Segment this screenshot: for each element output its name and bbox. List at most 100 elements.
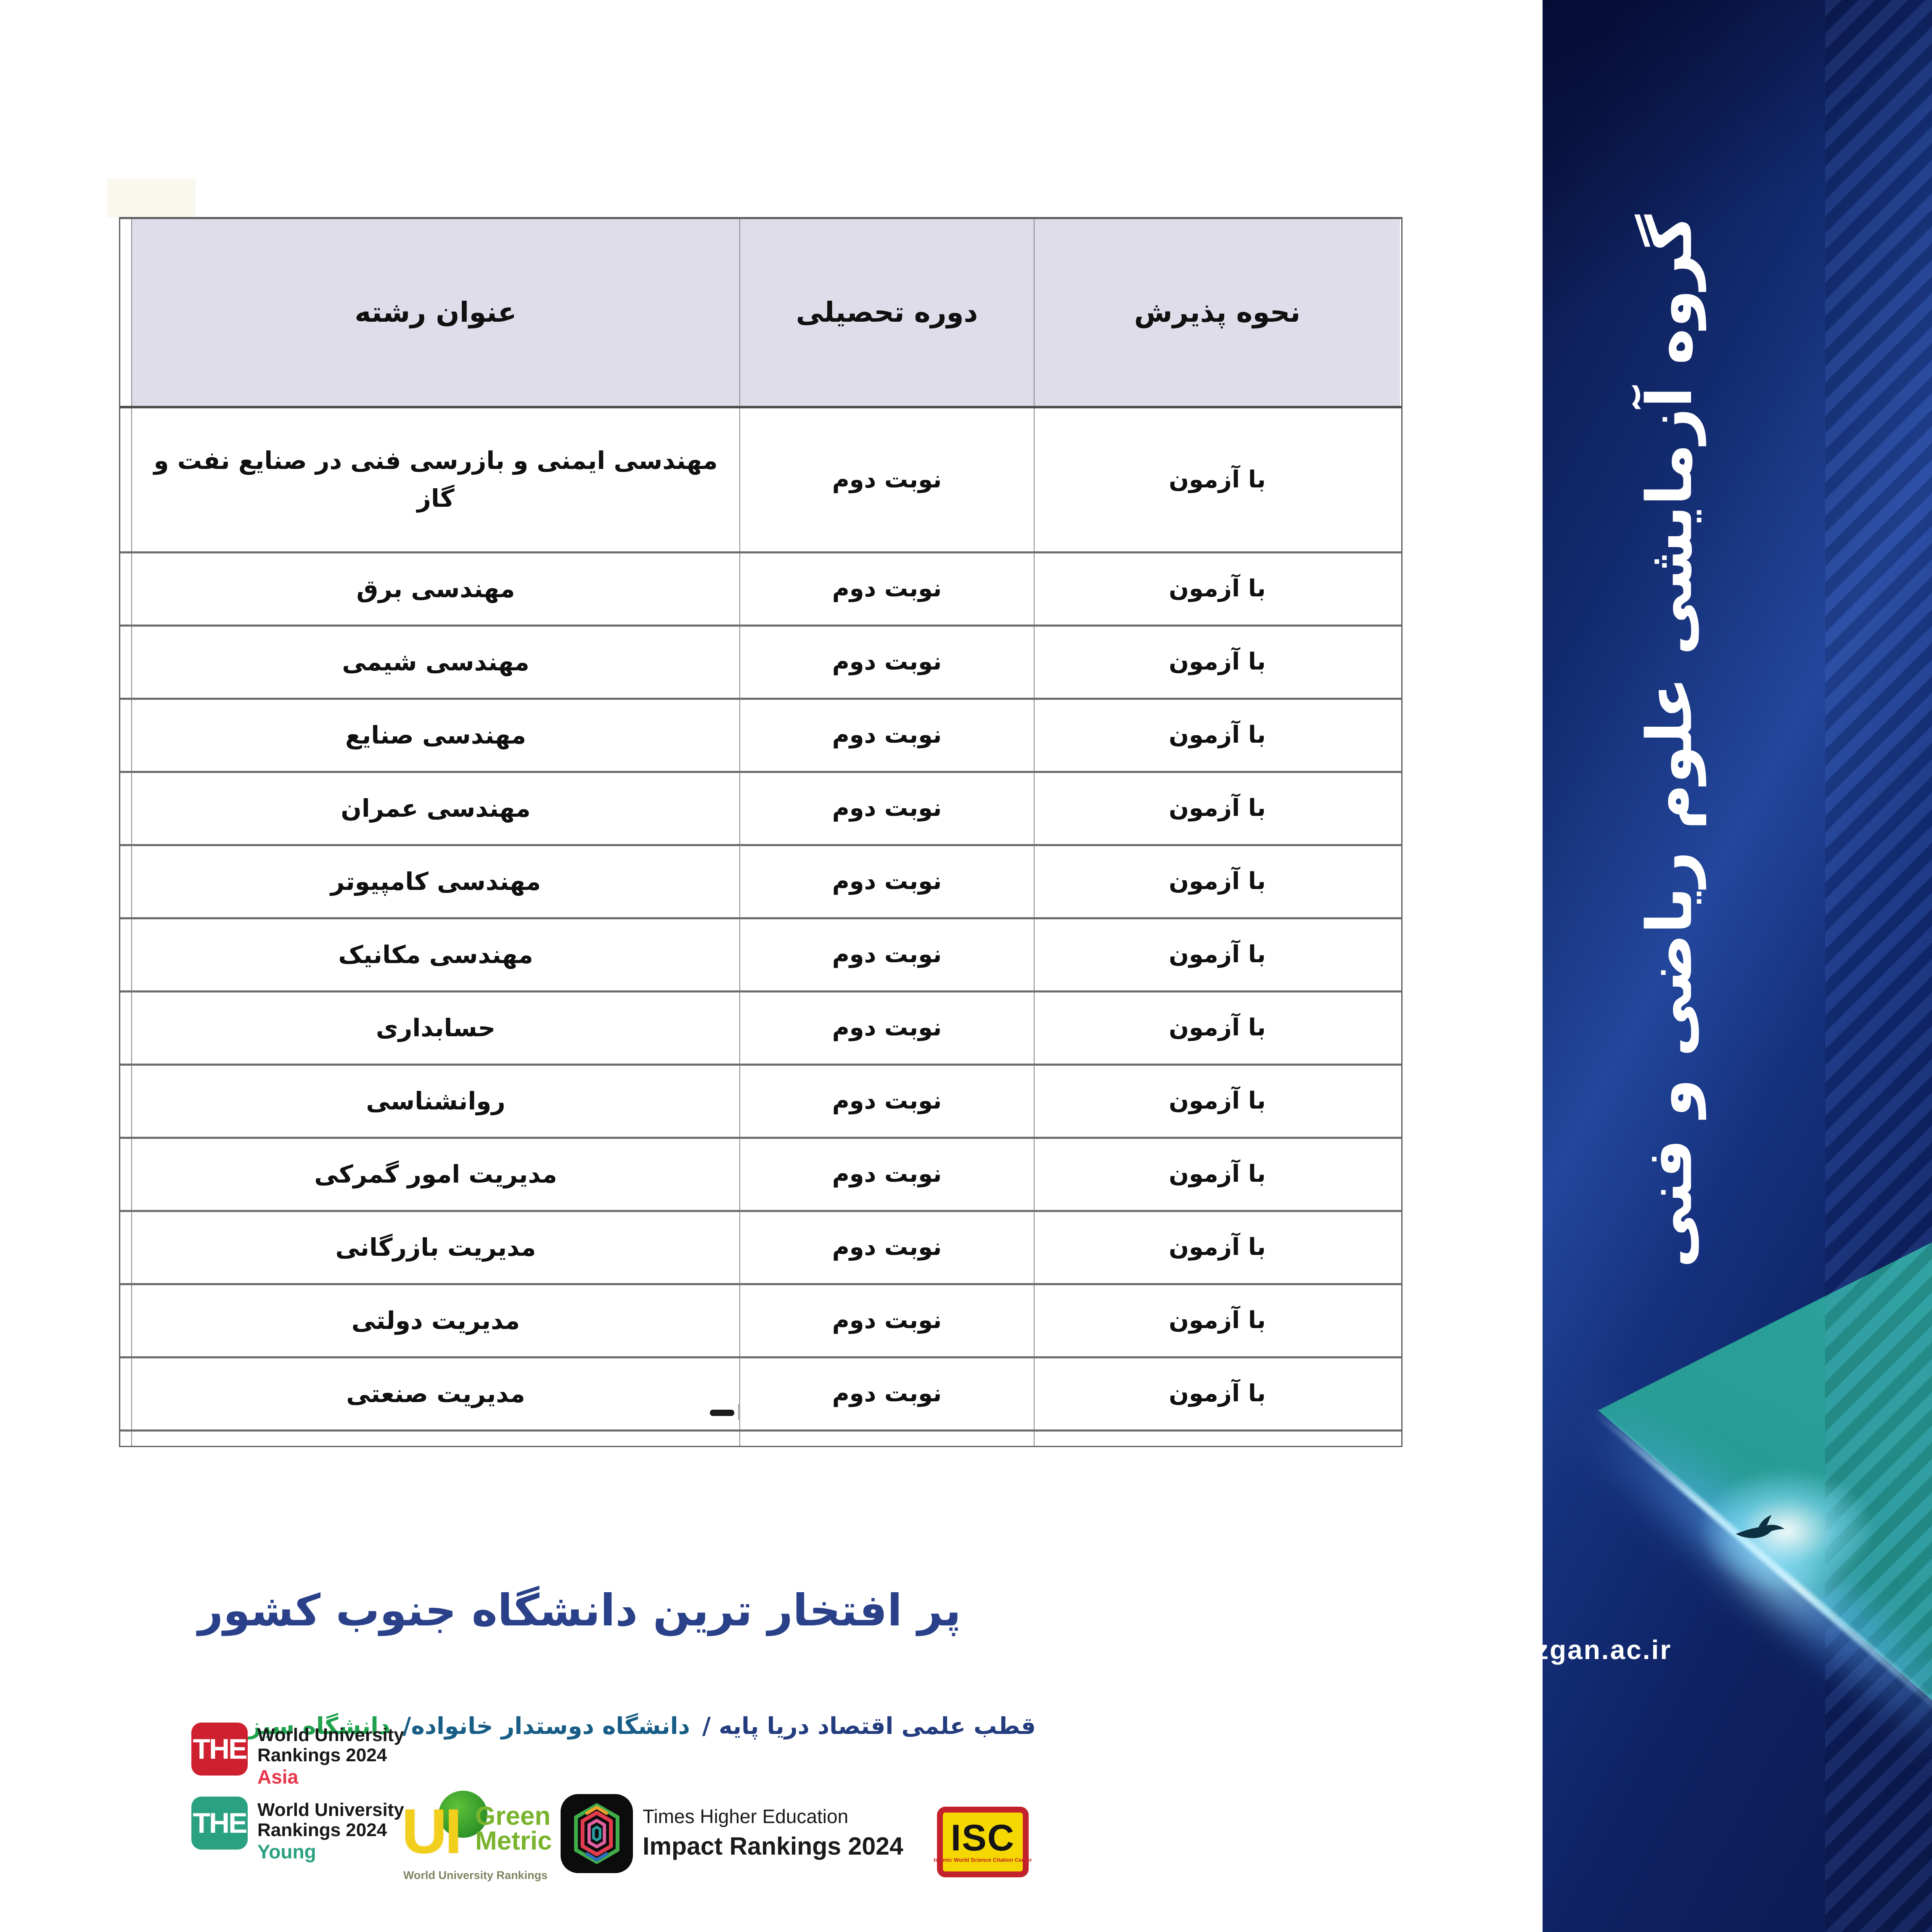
spacer-cell [120, 553, 131, 625]
light-burst [1669, 1447, 1904, 1615]
isc-sub: Islamic World Science Citation Center [934, 1857, 1032, 1863]
greenmetric-ui: UI [402, 1796, 462, 1866]
university-url: zgan.ac.ir [1543, 1635, 1672, 1665]
header-term: دوره تحصیلی [739, 219, 1034, 406]
satin-fold [1543, 0, 1932, 568]
greenmetric-green: Green [475, 1802, 551, 1831]
the-asia-region: Asia [257, 1766, 299, 1788]
admission-cell: با آزمون [1034, 627, 1400, 698]
table-row: مدیریت امور گمرکی نوبت دوم با آزمون [120, 1139, 1401, 1212]
field-cell: مهندسی مکانیک [131, 919, 739, 990]
programs-table: عنوان رشته دوره تحصیلی نحوه پذیرش مهندسی… [119, 217, 1403, 1447]
column-line-artifact [738, 1404, 739, 1420]
admission-cell: با آزمون [1034, 1139, 1400, 1210]
field-cell: مهندسی کامپیوتر [131, 846, 739, 917]
the-young-label: World University Rankings 2024 Young [257, 1800, 404, 1863]
field-cell: مدیریت صنعتی [131, 1358, 739, 1429]
impact-line1: Times Higher Education [643, 1805, 849, 1827]
term-cell: نوبت دوم [739, 553, 1034, 625]
spacer-cell [120, 846, 131, 917]
field-cell: مهندسی صنایع [131, 700, 739, 771]
isc-logo: ISC Islamic World Science Citation Cente… [934, 1807, 1032, 1877]
admission-cell: با آزمون [1034, 408, 1400, 551]
term-cell: نوبت دوم [739, 1212, 1034, 1283]
term-cell: نوبت دوم [739, 992, 1034, 1064]
term-cell: نوبت دوم [739, 1066, 1034, 1137]
table-row: حسابداری نوبت دوم با آزمون [120, 992, 1401, 1066]
field-cell: مهندسی برق [131, 553, 739, 625]
tagline-family-friendly: دانشگاه دوستدار خانواده/ [402, 1712, 690, 1739]
admission-cell: با آزمون [1034, 1285, 1400, 1356]
field-cell: روانشناسی [131, 1066, 739, 1137]
table-row: مهندسی شیمی نوبت دوم با آزمون [120, 627, 1401, 700]
term-cell: نوبت دوم [739, 700, 1034, 771]
field-cell: مدیریت دولتی [131, 1285, 739, 1356]
admission-cell: با آزمون [1034, 1212, 1400, 1283]
globe-icon [439, 1791, 487, 1838]
admission-cell: با آزمون [1034, 919, 1400, 990]
field-cell: مدیریت بازرگانی [131, 1212, 739, 1283]
header-field: عنوان رشته [131, 219, 739, 406]
greenmetric-metric: Metric [475, 1826, 552, 1855]
the-asia-line1: World University [257, 1725, 404, 1745]
greenmetric-logo: UI Green Metric World University Ranking… [402, 1791, 552, 1893]
term-cell: نوبت دوم [739, 846, 1034, 917]
isc-text: ISC [950, 1816, 1015, 1858]
tagline-green-university: دانشگاه سبز [248, 1712, 391, 1739]
table-row: مهندسی ایمنی و بازرسی فنی در صنایع نفت و… [120, 408, 1401, 553]
spacer-cell [120, 919, 131, 990]
table-row: مهندسی عمران نوبت دوم با آزمون [120, 773, 1401, 846]
admission-cell: با آزمون [1034, 992, 1400, 1064]
spacer-cell [120, 1285, 131, 1356]
exam-group-vertical-title: گروه آزمایشی علوم ریاضی و فنی [1633, 214, 1706, 1268]
the-young-line1: World University [257, 1800, 404, 1820]
clipped-partial-row [120, 1432, 1401, 1446]
page-title: پر افتخار ترین دانشگاه جنوب کشور [198, 1585, 961, 1636]
clipped-text-artifact [710, 1410, 734, 1416]
the-young-logo: THE [191, 1797, 248, 1850]
term-cell: نوبت دوم [739, 1285, 1034, 1356]
scan-remnant [107, 179, 196, 217]
spacer-cell [120, 1358, 131, 1429]
term-cell: نوبت دوم [739, 1358, 1034, 1429]
impact-rankings-label: Times Higher Education Impact Rankings 2… [643, 1805, 903, 1861]
admission-cell: با آزمون [1034, 1358, 1400, 1429]
term-cell: نوبت دوم [739, 919, 1034, 990]
term-cell: نوبت دوم [739, 1139, 1034, 1210]
table-row: روانشناسی نوبت دوم با آزمون [120, 1066, 1401, 1139]
partial-admission-cell [1034, 1432, 1400, 1446]
table-row: مدیریت دولتی نوبت دوم با آزمون [120, 1285, 1401, 1358]
spacer-cell [120, 1066, 131, 1137]
admission-cell: با آزمون [1034, 553, 1400, 625]
impact-rankings-logo [561, 1794, 633, 1873]
term-cell: نوبت دوم [739, 408, 1034, 551]
spacer-cell [120, 992, 131, 1064]
table-header-row: عنوان رشته دوره تحصیلی نحوه پذیرش [120, 219, 1401, 408]
the-young-line2: Rankings 2024 [257, 1819, 387, 1840]
spacer-cell [120, 1139, 131, 1210]
admission-cell: با آزمون [1034, 773, 1400, 844]
the-asia-label: World University Rankings 2024 Asia [257, 1725, 404, 1788]
term-cell: نوبت دوم [739, 773, 1034, 844]
field-cell: حسابداری [131, 992, 739, 1064]
greenmetric-sub: World University Rankings [403, 1869, 548, 1882]
field-cell: مدیریت امور گمرکی [131, 1139, 739, 1210]
spacer-cell [120, 408, 131, 551]
field-cell: مهندسی شیمی [131, 627, 739, 698]
header-spacer-cell [120, 219, 131, 406]
the-asia-logo: THE [191, 1723, 248, 1776]
tagline-marine-economy: قطب علمی اقتصاد دریا پایه / [702, 1712, 1036, 1739]
greenmetric-words: Green Metric [475, 1802, 552, 1855]
impact-line2: Impact Rankings 2024 [643, 1832, 903, 1860]
partial-field-cell [131, 1432, 739, 1446]
table-row: مدیریت صنعتی نوبت دوم با آزمون [120, 1358, 1401, 1432]
header-admission: نحوه پذیرش [1034, 219, 1400, 406]
partial-spacer [120, 1432, 131, 1446]
partial-term-cell [739, 1432, 1034, 1446]
bird-icon [1736, 1515, 1785, 1538]
the-young-region: Young [257, 1841, 316, 1863]
spacer-cell [120, 700, 131, 771]
field-cell: مهندسی عمران [131, 773, 739, 844]
table-row: مهندسی برق نوبت دوم با آزمون [120, 553, 1401, 627]
spacer-cell [120, 627, 131, 698]
